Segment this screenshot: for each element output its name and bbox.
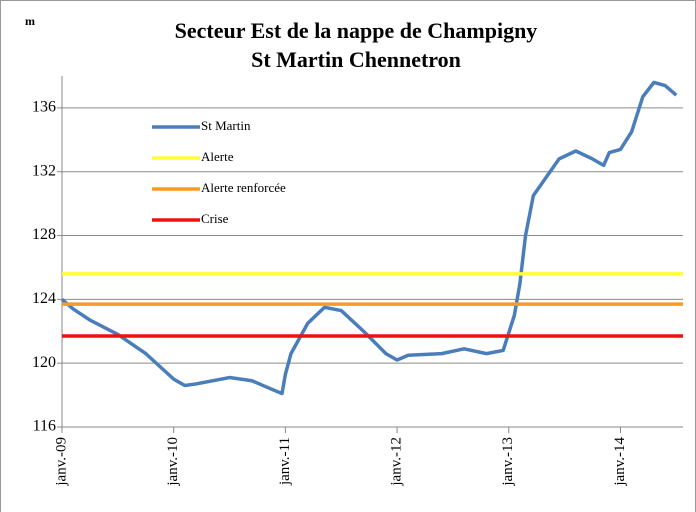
- x-tick-label: janv.-14: [612, 437, 628, 487]
- legend-label: Crise: [201, 211, 229, 226]
- y-tick-label: 128: [32, 226, 56, 243]
- y-axis-label: m: [25, 14, 35, 28]
- chart-title: St Martin Chennetron: [251, 47, 461, 72]
- x-tick-label: janv.-09: [53, 437, 69, 487]
- x-tick-label: janv.-10: [165, 437, 181, 487]
- chart-title: Secteur Est de la nappe de Champigny: [175, 18, 538, 43]
- y-tick-label: 124: [32, 290, 56, 307]
- y-tick-label: 120: [32, 354, 56, 371]
- x-tick-label: janv.-11: [277, 437, 293, 486]
- x-tick-label: janv.-13: [500, 437, 516, 487]
- legend-label: Alerte renforcée: [201, 180, 286, 195]
- legend-label: St Martin: [201, 118, 251, 133]
- y-tick-label: 116: [33, 418, 56, 435]
- legend-label: Alerte: [201, 149, 234, 164]
- data-line: [60, 80, 678, 396]
- x-tick-label: janv.-12: [389, 437, 405, 487]
- y-tick-label: 132: [32, 162, 56, 179]
- y-tick-label: 136: [32, 99, 56, 116]
